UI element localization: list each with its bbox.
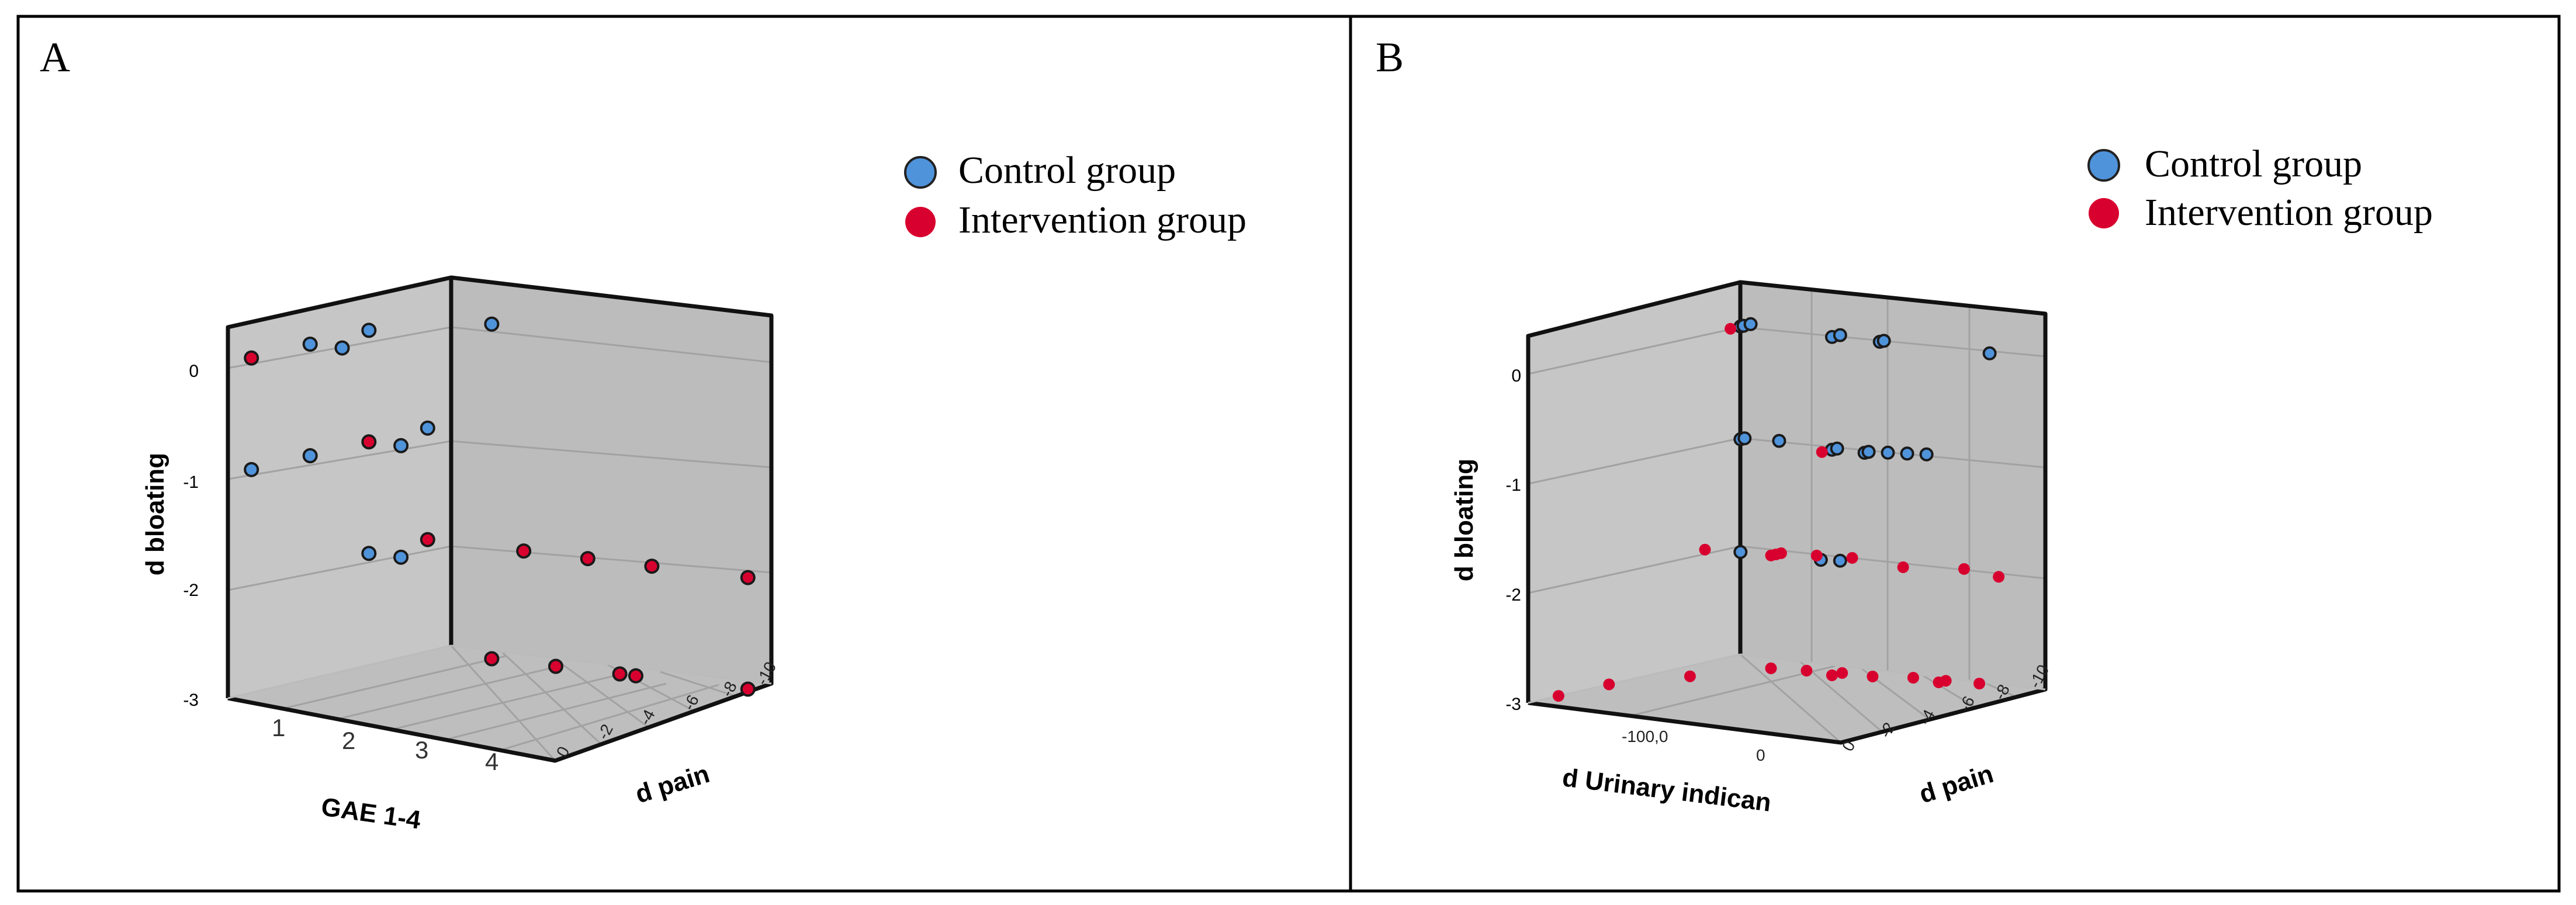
intervention-point-b-21 (1940, 675, 1952, 687)
intervention-point-b-18 (1867, 670, 1879, 682)
intervention-point-b-9 (1846, 552, 1858, 564)
panel-b-label: B (1376, 34, 1404, 81)
axes-b: 0 -1 -2 -3 d bloating -100,0 0 d Urinary… (1450, 366, 2052, 817)
intervention-point-b-15 (1801, 664, 1813, 677)
legend-a-control-label: Control group (958, 149, 1176, 192)
control-point-b-12 (1830, 441, 1844, 456)
legend-a-intervention-marker (905, 207, 936, 237)
intervention-point-b-17 (1826, 669, 1838, 681)
intervention-point-a-11 (740, 681, 756, 697)
x-tick-a-3: 3 (415, 736, 428, 764)
x-tick-b-1: 0 (1756, 746, 1765, 764)
legend-b-control-label: Control group (2145, 143, 2362, 185)
control-point-a-7 (393, 549, 409, 565)
control-point-a-8 (484, 316, 500, 332)
control-point-b-17 (1919, 447, 1934, 462)
panel-a-label: A (40, 34, 70, 81)
control-point-a-2 (302, 448, 318, 463)
z-axis-label-b: d pain (1916, 760, 1997, 809)
legend-a: Control group Intervention group (904, 149, 1247, 241)
intervention-point-b-7 (1897, 561, 1909, 573)
back-wall-a (451, 278, 771, 684)
x-tick-a-2: 2 (342, 727, 355, 754)
points-a (244, 316, 756, 697)
left-wall-b (1528, 282, 1740, 703)
x-tick-a-4: 4 (485, 748, 498, 775)
y-tick-a-3: -3 (183, 691, 199, 710)
intervention-point-a-5 (644, 559, 660, 574)
plot-box-b (1526, 280, 2048, 745)
back-wall-b (1740, 282, 2045, 689)
legend-b-intervention-label: Intervention group (2145, 191, 2433, 234)
intervention-point-b-14 (1765, 662, 1777, 674)
control-point-a-4 (361, 323, 377, 338)
y-tick-b-2: -2 (1505, 585, 1521, 605)
control-point-a-5 (393, 438, 409, 453)
control-point-b-9 (1737, 431, 1752, 446)
legend-a-intervention-label: Intervention group (958, 199, 1247, 241)
x-tick-a-1: 1 (272, 714, 285, 741)
control-point-b-4 (1833, 328, 1847, 342)
control-point-b-20 (1833, 553, 1847, 568)
intervention-point-b-2 (1699, 543, 1711, 556)
control-point-b-14 (1861, 445, 1876, 459)
intervention-point-a-9 (612, 666, 628, 682)
y-tick-b-3: -3 (1505, 695, 1521, 714)
panel-b: B Control group Intervention group (1376, 34, 2433, 817)
intervention-point-b-12 (1603, 678, 1615, 691)
intervention-point-a-1 (361, 434, 377, 450)
intervention-point-b-16 (1836, 667, 1848, 679)
intervention-point-b-19 (1907, 672, 1919, 684)
legend-b-intervention-marker (2089, 198, 2119, 228)
intervention-point-b-10 (1958, 563, 1970, 575)
intervention-point-b-5 (1775, 547, 1787, 559)
control-point-b-7 (1982, 346, 1997, 360)
y-axis-label-b: d bloating (1450, 459, 1479, 581)
control-point-b-6 (1876, 334, 1891, 348)
y-tick-b-1: -1 (1505, 476, 1521, 495)
intervention-point-a-7 (484, 651, 500, 667)
intervention-point-a-0 (244, 350, 259, 366)
legend-b: Control group Intervention group (2087, 143, 2433, 234)
control-point-a-1 (334, 340, 350, 356)
y-axis-label-a: d bloating (141, 453, 169, 575)
intervention-point-b-6 (1810, 549, 1823, 561)
y-tick-a-1: -1 (183, 473, 199, 492)
control-point-b-16 (1900, 446, 1914, 461)
left-wall-a (228, 278, 451, 698)
y-tick-b-0: 0 (1511, 366, 1521, 386)
control-point-a-3 (302, 337, 318, 352)
legend-b-control-marker (2087, 149, 2120, 182)
points-b (1552, 317, 2005, 702)
y-tick-a-2: -2 (183, 581, 199, 600)
x-axis-label-b: d Urinary indican (1561, 763, 1773, 817)
control-point-a-0 (244, 462, 259, 477)
intervention-point-a-10 (628, 668, 643, 684)
control-point-b-18 (1733, 545, 1748, 559)
intervention-point-b-0 (1725, 323, 1737, 335)
panel-a: A Control group Intervention group (40, 34, 1247, 835)
intervention-point-a-4 (580, 551, 595, 567)
control-point-a-6 (361, 546, 377, 561)
y-tick-a-0: 0 (189, 362, 199, 381)
control-point-b-15 (1881, 445, 1895, 460)
intervention-point-b-11 (1552, 690, 1564, 702)
control-point-b-10 (1772, 434, 1786, 448)
intervention-point-a-3 (516, 543, 532, 559)
control-point-a-9 (420, 420, 435, 436)
intervention-point-a-8 (548, 658, 563, 674)
intervention-point-b-1 (1816, 446, 1828, 458)
intervention-point-b-8 (1993, 571, 2005, 583)
intervention-point-a-2 (420, 532, 435, 547)
intervention-point-b-22 (1973, 678, 1985, 689)
intervention-point-a-6 (740, 570, 756, 585)
x-axis-label-a: GAE 1-4 (320, 792, 423, 834)
z-axis-label-a: d pain (632, 760, 713, 809)
legend-a-control-marker (904, 156, 937, 189)
x-tick-b-0: -100,0 (1622, 727, 1668, 746)
intervention-point-b-13 (1684, 670, 1696, 682)
control-point-b-2 (1743, 317, 1758, 331)
figure-frame (16, 15, 2561, 893)
